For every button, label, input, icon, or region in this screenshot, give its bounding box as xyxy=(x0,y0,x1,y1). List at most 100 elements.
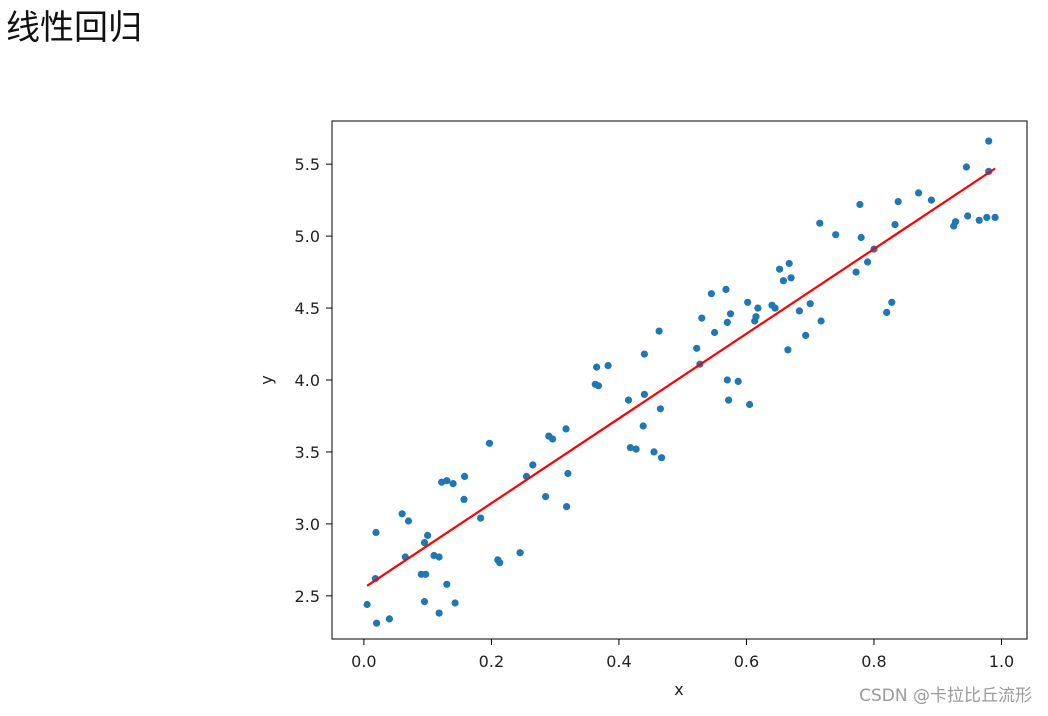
data-point xyxy=(639,422,647,430)
data-point xyxy=(722,285,730,293)
data-point xyxy=(451,599,459,607)
y-tick-label: 5.5 xyxy=(295,155,320,174)
data-point xyxy=(864,258,872,266)
data-point xyxy=(857,233,865,242)
x-tick-label: 0.4 xyxy=(606,652,631,671)
data-point xyxy=(744,298,752,306)
data-point xyxy=(632,445,640,453)
data-point xyxy=(752,313,760,321)
data-point xyxy=(952,218,960,226)
data-point xyxy=(461,472,469,480)
data-point xyxy=(985,137,993,145)
data-point xyxy=(711,328,719,337)
data-point xyxy=(754,304,762,312)
data-point xyxy=(385,615,393,623)
data-point xyxy=(542,493,550,501)
data-point xyxy=(698,314,706,322)
data-point xyxy=(373,619,381,627)
data-point xyxy=(420,598,429,606)
data-point xyxy=(424,531,432,540)
data-point xyxy=(734,377,742,385)
data-point xyxy=(563,503,571,511)
data-point xyxy=(564,469,572,478)
data-point xyxy=(816,219,824,227)
data-point xyxy=(422,570,430,578)
data-point xyxy=(779,277,788,285)
data-point xyxy=(604,362,612,370)
x-tick-label: 0.0 xyxy=(351,652,376,671)
y-tick-label: 3.5 xyxy=(295,443,320,462)
data-point xyxy=(460,495,468,503)
data-point xyxy=(496,559,504,567)
data-point xyxy=(655,327,663,335)
data-point xyxy=(624,396,633,404)
data-point xyxy=(372,528,380,537)
data-point xyxy=(404,517,413,525)
data-point xyxy=(852,268,860,276)
data-point xyxy=(983,213,991,221)
data-point xyxy=(640,390,649,398)
data-point xyxy=(927,196,936,204)
data-point xyxy=(449,480,457,488)
data-point xyxy=(746,400,754,409)
data-point xyxy=(723,318,731,326)
data-point xyxy=(723,376,731,384)
x-tick-label: 1.0 xyxy=(989,652,1014,671)
data-point xyxy=(443,580,451,588)
data-point xyxy=(435,553,443,561)
y-tick-label: 4.0 xyxy=(295,371,320,390)
data-point xyxy=(443,477,451,485)
data-point xyxy=(485,439,494,447)
x-tick-label: 0.6 xyxy=(734,652,759,671)
ticks-layer: 0.0 0.2 0.4 0.6 0.8 1.0 2.5 3.0 3.5 4.0 4.5 5.0 5.5 xyxy=(295,155,1015,671)
data-point xyxy=(787,274,795,282)
data-point xyxy=(883,308,891,316)
y-tick-label: 5.0 xyxy=(295,227,320,246)
y-tick-label: 2.5 xyxy=(295,587,320,606)
y-tick-label: 3.0 xyxy=(295,515,320,534)
data-point xyxy=(420,539,429,547)
data-point xyxy=(817,317,825,325)
data-point xyxy=(707,290,716,298)
watermark: CSDN @卡拉比丘流形 xyxy=(859,686,1032,706)
data-point xyxy=(594,382,603,390)
data-point xyxy=(891,221,899,229)
page-title: 线性回归 xyxy=(6,8,142,48)
data-point xyxy=(658,454,666,462)
data-point xyxy=(894,198,902,206)
fit-line-layer xyxy=(366,167,996,587)
data-point xyxy=(562,425,570,433)
data-point xyxy=(991,213,999,221)
data-point xyxy=(656,405,665,413)
data-point xyxy=(529,461,537,469)
points-layer xyxy=(363,137,999,627)
data-point xyxy=(785,259,793,268)
data-point xyxy=(726,310,735,318)
data-point xyxy=(398,510,406,518)
data-point xyxy=(626,444,635,452)
data-point xyxy=(693,344,701,352)
data-point xyxy=(516,549,524,557)
data-point xyxy=(856,200,864,209)
data-point xyxy=(802,331,810,339)
x-tick-label: 0.2 xyxy=(479,652,504,671)
regression-line xyxy=(366,167,996,587)
data-point xyxy=(593,363,601,371)
x-tick-label: 0.8 xyxy=(861,652,886,671)
plot-frame xyxy=(331,120,1028,640)
data-point xyxy=(964,212,972,220)
data-point xyxy=(650,448,658,456)
data-point xyxy=(795,307,804,315)
data-point xyxy=(776,265,784,273)
x-axis-label: x xyxy=(674,680,683,699)
data-point xyxy=(962,163,971,171)
data-point xyxy=(640,350,649,358)
data-point xyxy=(477,514,485,522)
data-point xyxy=(975,216,983,224)
data-point xyxy=(771,304,779,312)
y-tick-label: 4.5 xyxy=(295,299,320,318)
data-point xyxy=(832,231,840,239)
data-point xyxy=(784,346,792,354)
